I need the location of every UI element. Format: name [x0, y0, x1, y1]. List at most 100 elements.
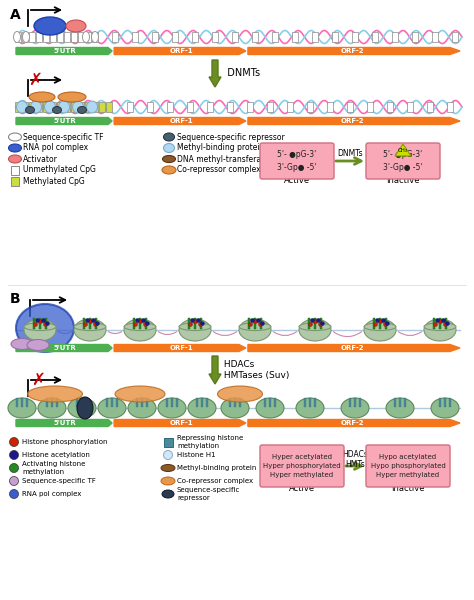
Ellipse shape	[9, 133, 21, 141]
Ellipse shape	[58, 92, 86, 102]
Bar	[385, 318, 387, 329]
Ellipse shape	[386, 398, 414, 418]
FancyArrow shape	[16, 344, 112, 352]
Bar	[46, 398, 48, 407]
Bar	[166, 398, 168, 407]
Text: 5'UTR: 5'UTR	[54, 420, 76, 426]
Bar	[147, 102, 153, 112]
Bar	[127, 102, 133, 112]
Ellipse shape	[162, 166, 176, 174]
Text: Activator: Activator	[23, 154, 58, 163]
Text: ✗: ✗	[28, 71, 42, 89]
Bar	[39, 318, 41, 329]
Bar	[248, 318, 250, 329]
Ellipse shape	[45, 101, 55, 113]
Bar	[85, 32, 91, 42]
Ellipse shape	[68, 398, 96, 418]
Bar	[379, 318, 381, 329]
Bar	[439, 318, 441, 329]
Ellipse shape	[424, 323, 456, 331]
Bar	[229, 398, 231, 407]
Ellipse shape	[8, 398, 36, 418]
FancyArrow shape	[16, 47, 112, 55]
Bar	[187, 102, 193, 112]
Bar	[452, 32, 458, 42]
Text: HMTs: HMTs	[345, 460, 365, 469]
Bar	[264, 398, 266, 407]
Text: Sequence-specific TF: Sequence-specific TF	[23, 133, 103, 142]
Bar	[116, 398, 118, 407]
Bar	[22, 102, 28, 112]
Ellipse shape	[364, 323, 396, 331]
Bar	[86, 398, 88, 407]
Text: Co-repressor complex: Co-repressor complex	[177, 478, 253, 484]
Bar	[141, 398, 143, 407]
Ellipse shape	[239, 319, 271, 341]
Text: Methyl-binding protein: Methyl-binding protein	[177, 143, 264, 152]
Bar	[314, 398, 316, 407]
Bar	[83, 318, 85, 329]
Bar	[188, 318, 190, 329]
Bar	[194, 318, 196, 329]
FancyArrow shape	[114, 344, 246, 352]
Ellipse shape	[164, 133, 174, 141]
Ellipse shape	[9, 451, 18, 460]
Text: ORF-1: ORF-1	[169, 420, 193, 426]
Ellipse shape	[24, 319, 56, 341]
Ellipse shape	[22, 31, 29, 43]
Text: Methylated CpG: Methylated CpG	[23, 176, 85, 185]
Text: DNA methyl-transferase: DNA methyl-transferase	[177, 154, 270, 163]
Bar	[139, 318, 141, 329]
Text: Hyper acetylated
Hyper phosphorylated
Hyper methylated: Hyper acetylated Hyper phosphorylated Hy…	[263, 455, 341, 478]
Bar	[232, 32, 238, 42]
Ellipse shape	[424, 319, 456, 341]
Text: RNA pol complex: RNA pol complex	[23, 143, 88, 152]
Ellipse shape	[29, 92, 55, 102]
Bar	[152, 32, 158, 42]
Bar	[171, 398, 173, 407]
Text: Active: Active	[284, 176, 310, 185]
Bar	[444, 398, 446, 407]
Ellipse shape	[179, 323, 211, 331]
FancyArrow shape	[16, 419, 112, 427]
Text: Inactive: Inactive	[386, 176, 420, 185]
Ellipse shape	[299, 323, 331, 331]
Bar	[71, 102, 77, 112]
Ellipse shape	[9, 144, 21, 152]
Text: ✗: ✗	[31, 371, 45, 389]
Ellipse shape	[431, 398, 459, 418]
Ellipse shape	[58, 101, 70, 113]
Bar	[45, 318, 47, 329]
Ellipse shape	[34, 17, 66, 35]
Bar	[269, 398, 271, 407]
Bar	[272, 32, 278, 42]
Bar	[71, 32, 77, 42]
Bar	[239, 398, 241, 407]
Bar	[16, 398, 18, 407]
Bar	[352, 32, 358, 42]
Bar	[206, 398, 208, 407]
Text: Sequence-specific
repressor: Sequence-specific repressor	[177, 487, 240, 501]
Bar	[387, 102, 393, 112]
Bar	[57, 32, 63, 42]
Text: Sequence-specific TF: Sequence-specific TF	[22, 478, 96, 484]
Bar	[43, 102, 49, 112]
Ellipse shape	[78, 107, 86, 113]
Text: 5'UTR: 5'UTR	[54, 118, 76, 124]
FancyBboxPatch shape	[260, 445, 344, 487]
Bar	[427, 102, 433, 112]
FancyBboxPatch shape	[366, 143, 440, 179]
Bar	[247, 102, 253, 112]
Bar	[372, 32, 378, 42]
Bar	[392, 32, 398, 42]
FancyArrow shape	[114, 419, 246, 427]
Bar	[29, 102, 35, 112]
Ellipse shape	[9, 437, 18, 446]
Bar	[164, 438, 173, 447]
Ellipse shape	[66, 20, 86, 32]
Bar	[92, 32, 98, 42]
Bar	[287, 102, 293, 112]
Bar	[394, 398, 396, 407]
Bar	[106, 398, 108, 407]
Ellipse shape	[161, 464, 175, 472]
